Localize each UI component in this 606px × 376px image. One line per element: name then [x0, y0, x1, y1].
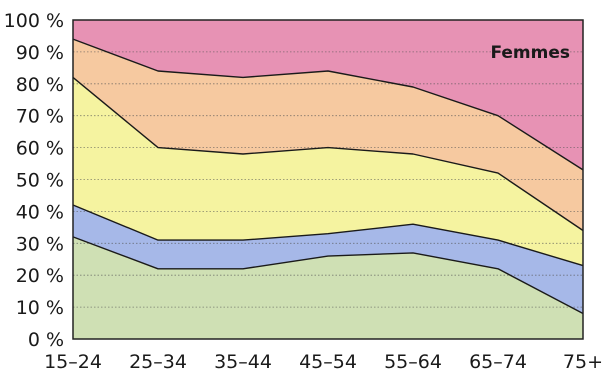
plot-frame	[72, 19, 584, 340]
area-band-4	[73, 20, 583, 170]
area-band-1	[73, 205, 583, 314]
x-tick-label: 25–34	[129, 351, 187, 373]
boundary-line-0	[72, 236, 584, 315]
x-tick-label: 35–44	[214, 351, 272, 373]
y-tick-label: 20 %	[16, 265, 64, 287]
y-tick-label: 90 %	[16, 42, 64, 64]
boundary-line-3	[72, 38, 584, 171]
x-tick-label: 45–54	[299, 351, 357, 373]
y-tick-label: 100 %	[4, 10, 64, 32]
y-tick-label: 0 %	[28, 329, 64, 351]
boundary-lines	[72, 38, 584, 315]
boundary-line-1	[72, 204, 584, 267]
y-axis-ticks: 0 % 10 % 20 % 30 % 40 % 50 % 60 % 70 % 80 % 90 % 1…	[4, 10, 64, 351]
x-axis-ticks: 15–24 25–34 35–44 45–54 55–64 65–74 75+	[44, 351, 603, 373]
y-tick-label: 30 %	[16, 233, 64, 255]
x-tick-label: 75+	[563, 351, 603, 373]
y-tick-label: 40 %	[16, 201, 64, 223]
area-band-0	[73, 236, 583, 339]
y-tick-label: 80 %	[16, 74, 64, 96]
area-bands	[73, 20, 583, 339]
chart-title: Femmes	[490, 43, 570, 63]
y-tick-label: 50 %	[16, 170, 64, 192]
y-tick-label: 60 %	[16, 138, 64, 160]
area-band-3	[73, 39, 583, 231]
x-tick-label: 65–74	[469, 351, 527, 373]
y-tick-label: 70 %	[16, 106, 64, 128]
area-band-2	[73, 77, 583, 266]
x-tick-label: 15–24	[44, 351, 102, 373]
x-tick-label: 55–64	[384, 351, 442, 373]
y-tick-label: 10 %	[16, 297, 64, 319]
boundary-line-2	[72, 76, 584, 232]
